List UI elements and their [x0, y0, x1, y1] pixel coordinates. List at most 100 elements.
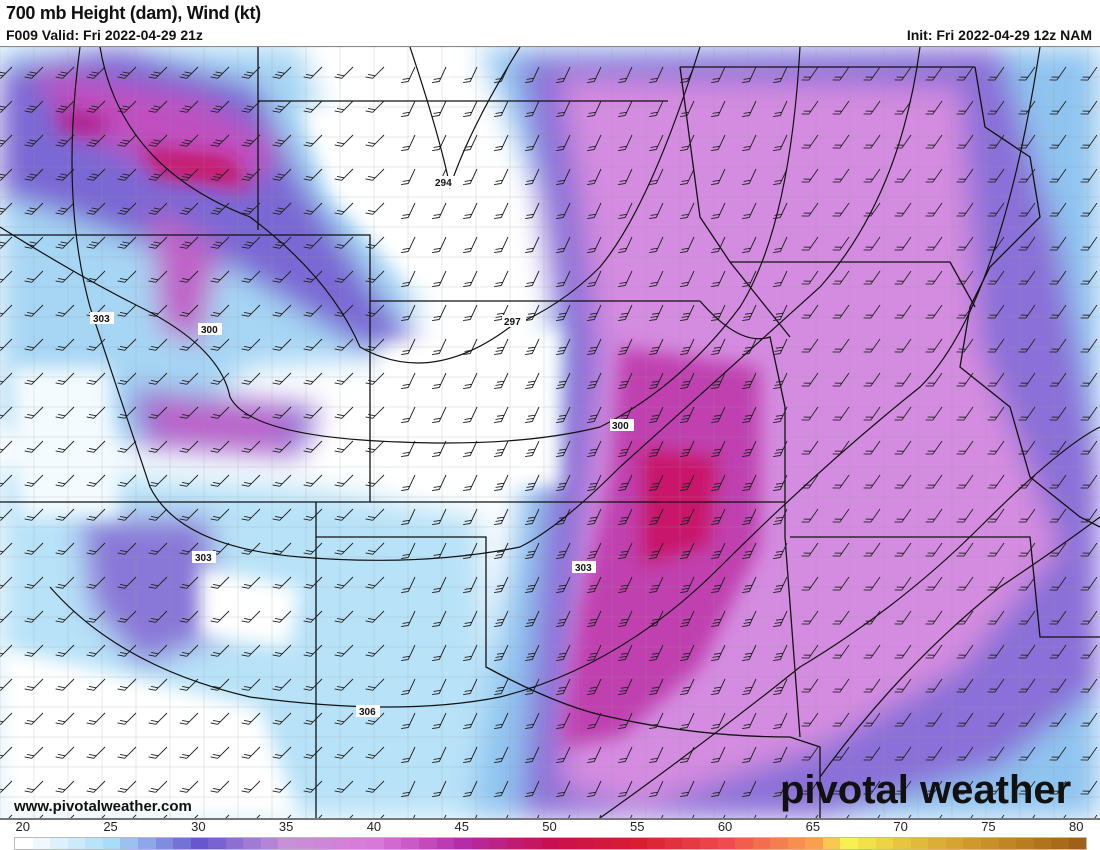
- wind-barb: [1049, 610, 1067, 625]
- wind-barb: [210, 780, 230, 793]
- wind-barb: [334, 202, 354, 215]
- wind-barb: [680, 202, 695, 220]
- wind-barb: [832, 814, 850, 818]
- wind-barb: [179, 576, 199, 589]
- wind-barb: [925, 338, 943, 353]
- wind-barb: [773, 712, 788, 730]
- wind-barb: [334, 270, 354, 283]
- wind-barb: [925, 644, 943, 659]
- wind-barb: [210, 202, 230, 215]
- wind-barb: [773, 338, 788, 356]
- county-grid: [0, 47, 1100, 818]
- wind-barb: [801, 542, 819, 557]
- wind-barb: [556, 440, 571, 458]
- wind-barb: [117, 678, 137, 691]
- wind-barb: [832, 508, 850, 523]
- wind-barb: [1018, 304, 1036, 319]
- wind-barb: [365, 406, 385, 419]
- colorbar-bin: [50, 838, 68, 849]
- wind-barb: [801, 576, 819, 591]
- wind-barb: [680, 678, 695, 696]
- wind-barb: [832, 304, 850, 319]
- wind-barb: [55, 372, 75, 385]
- wind-barb: [148, 372, 168, 385]
- wind-barb: [272, 542, 292, 555]
- wind-barb: [1049, 338, 1067, 353]
- wind-barb: [148, 678, 168, 691]
- wind-barb: [773, 406, 788, 424]
- wind-barb: [86, 780, 106, 793]
- wind-barb: [525, 440, 540, 458]
- wind-barb: [618, 270, 633, 288]
- wind-barb: [742, 610, 757, 628]
- wind-barb: [0, 474, 13, 487]
- wind-barb: [801, 134, 819, 149]
- wind-barb: [401, 542, 416, 560]
- wind-barb: [241, 576, 261, 589]
- wind-barb: [680, 100, 695, 118]
- colorbar-bin: [348, 838, 367, 849]
- wind-barb: [148, 338, 168, 351]
- wind-barb: [1049, 134, 1067, 149]
- wind-barb: [987, 440, 1005, 455]
- wind-barb: [956, 236, 974, 251]
- wind-barb: [179, 202, 199, 215]
- wind-barb: [365, 440, 385, 453]
- wind-barb: [680, 134, 695, 152]
- wind-barb: [1080, 168, 1098, 183]
- wind-barb: [148, 236, 168, 249]
- wind-barb: [925, 202, 943, 217]
- wind-barb: [556, 168, 571, 186]
- wind-barb: [742, 780, 757, 798]
- wind-barb: [1080, 236, 1098, 251]
- wind-barb: [210, 814, 230, 818]
- weather-map[interactable]: 294 297 300 300 303 303 303 306: [0, 46, 1100, 820]
- colorbar-bin: [875, 838, 894, 849]
- wind-barb: [1018, 814, 1036, 818]
- wind-barb: [587, 372, 602, 390]
- wind-barb: [587, 270, 602, 288]
- wind-barb: [24, 610, 44, 623]
- wind-barb: [0, 134, 13, 147]
- colorbar-bin: [822, 838, 841, 849]
- wind-barb: [618, 576, 633, 594]
- wind-barb: [179, 678, 199, 691]
- wind-barb: [773, 440, 788, 458]
- wind-barb: [649, 508, 664, 526]
- wind-barb: [525, 372, 540, 390]
- wind-barb: [525, 134, 540, 152]
- wind-barb: [494, 780, 509, 798]
- wind-barb: [556, 746, 571, 764]
- colorbar-bin: [664, 838, 683, 849]
- colorbar-bin: [102, 838, 121, 849]
- wind-barb: [432, 406, 447, 424]
- wind-barb: [179, 372, 199, 385]
- wind-barb: [117, 168, 137, 181]
- wind-barb: [463, 644, 478, 662]
- wind-barb: [24, 746, 44, 759]
- wind-barb: [649, 780, 664, 798]
- wind-barb: [86, 610, 106, 623]
- wind-barb: [334, 440, 354, 453]
- wind-barb: [24, 66, 44, 79]
- wind-barb: [742, 644, 757, 662]
- wind-barb: [801, 814, 819, 818]
- wind-barb: [525, 542, 540, 560]
- wind-barb: [1080, 66, 1098, 81]
- wind-barb: [494, 440, 509, 458]
- wind-barb: [1049, 406, 1067, 421]
- wind-barb: [587, 134, 602, 152]
- wind-barb: [1080, 780, 1098, 795]
- wind-barb: [556, 814, 571, 818]
- wind-barb: [179, 644, 199, 657]
- wind-barb: [863, 168, 881, 183]
- wind-barb: [179, 610, 199, 623]
- wind-barb: [303, 508, 323, 521]
- wind-barb: [494, 304, 509, 322]
- wind-barb: [742, 576, 757, 594]
- wind-barb: [863, 66, 881, 81]
- wind-barb: [86, 644, 106, 657]
- contour-label-297: 297: [504, 317, 521, 328]
- wind-barb: [556, 576, 571, 594]
- wind-barb: [463, 304, 478, 322]
